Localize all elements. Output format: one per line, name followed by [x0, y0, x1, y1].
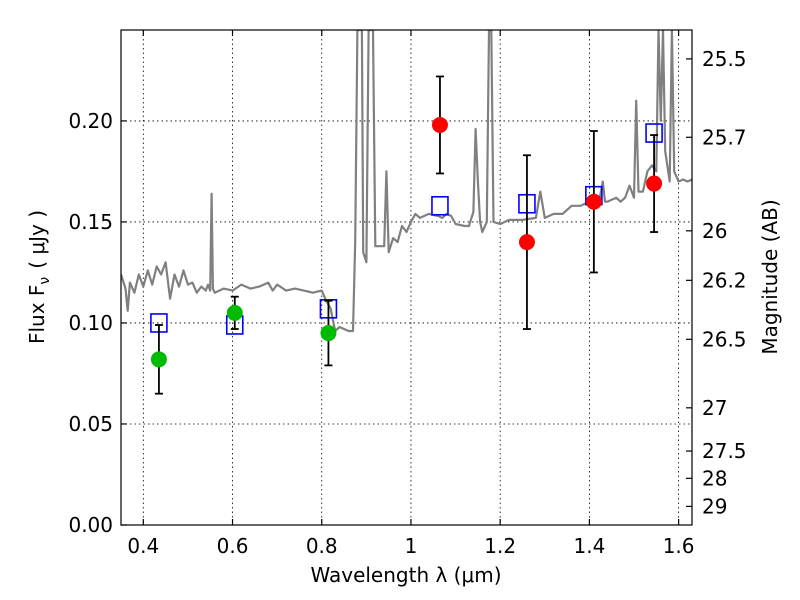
- y-axis-label-subscript: ν: [37, 277, 53, 285]
- x-tick-label: 0.6: [217, 534, 249, 558]
- x-axis-label: Wavelength λ (μm): [310, 563, 501, 587]
- y-tick-label: 0.10: [68, 311, 113, 335]
- observed-flux-point: [518, 234, 535, 251]
- observed-flux-point: [585, 193, 602, 210]
- observed-flux-point: [431, 116, 448, 133]
- x-tick-label: 1.2: [484, 534, 516, 558]
- y-tick-label: 0.20: [68, 109, 113, 133]
- y2-axis-label: Magnitude (AB): [758, 199, 782, 354]
- x-tick-label: 1.6: [663, 534, 695, 558]
- plot-frame: [120, 29, 693, 526]
- y2-tick-label: 25.7: [702, 125, 747, 149]
- y2-tick-label: 26.5: [702, 327, 747, 351]
- observed-flux-point: [226, 304, 243, 321]
- x-tick-label: 0.4: [127, 534, 159, 558]
- model-photometry-square: [431, 195, 449, 216]
- y2-tick-label: 27: [702, 396, 727, 420]
- y-tick-label: 0.15: [68, 210, 113, 234]
- y-axis-label: Flux Fν ( μJy ): [25, 210, 53, 344]
- y2-tick-label: 25.5: [702, 47, 747, 71]
- y2-tick-label: 28: [702, 466, 727, 490]
- x-tick-label: 0.8: [306, 534, 338, 558]
- y-tick-label: 0.05: [68, 412, 113, 436]
- y2-tick-label: 26.2: [702, 268, 747, 292]
- y2-tick-label: 26: [702, 219, 727, 243]
- observed-flux-point: [320, 325, 337, 342]
- observed-flux-point: [646, 175, 663, 192]
- y2-tick-label: 27.5: [702, 439, 747, 463]
- axis-ticks: 0.4 0.6 0.8 1 1.2 1.4 1.6 0.00 0.05 0.10 0.15 0.20 2…: [68, 30, 747, 558]
- grid: [121, 30, 692, 526]
- y-tick-label: 0.00: [68, 513, 113, 537]
- plot-area: [121, 30, 692, 395]
- y2-tick-label: 29: [702, 494, 727, 518]
- y-axis-label-text: Flux F: [25, 285, 49, 344]
- x-tick-label: 1: [405, 534, 418, 558]
- observed-flux-point: [150, 351, 167, 368]
- y-axis-label-unit: ( μJy ): [25, 210, 49, 269]
- svg-text:Flux Fν( μJy ): Flux Fν ( μJy ): [25, 210, 53, 344]
- model-spectrum-line: [121, 30, 692, 333]
- x-tick-label: 1.4: [573, 534, 605, 558]
